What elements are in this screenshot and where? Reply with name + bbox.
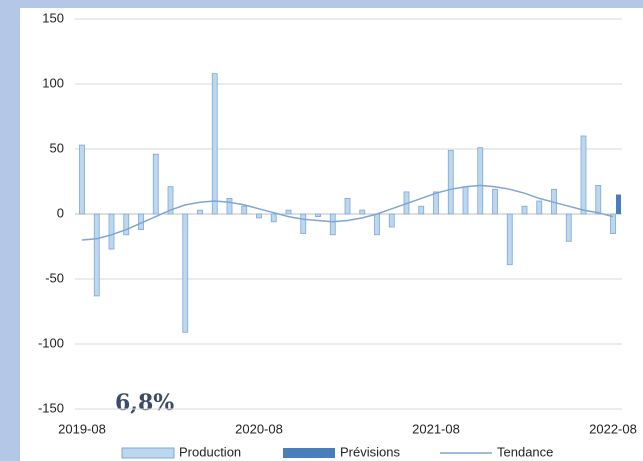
bar: [344, 197, 351, 215]
bar: [226, 197, 233, 215]
bar: [521, 205, 528, 215]
bar: [329, 213, 336, 236]
y-tick-label: 0: [57, 205, 64, 220]
bar: [447, 149, 454, 215]
annotation: 6,8%: [115, 390, 174, 416]
trend-line: [81, 184, 614, 241]
bar: [315, 213, 321, 217]
bar: [595, 184, 602, 215]
bar: [300, 213, 307, 234]
bar: [374, 213, 380, 236]
legend-label: Prévisions: [340, 444, 400, 459]
y-tick-label: 100: [42, 75, 64, 90]
bar: [108, 213, 115, 250]
y-tick-label: 50: [50, 140, 64, 155]
bar: [182, 213, 189, 333]
bar: [506, 213, 513, 266]
bar: [359, 209, 366, 215]
bar: [167, 186, 174, 215]
y-tick-label: -50: [45, 270, 64, 285]
bar: [536, 200, 543, 215]
legend-label: Tendance: [497, 444, 553, 459]
bar: [123, 213, 130, 236]
x-tick-label: 2020-08: [235, 421, 283, 436]
bar: [418, 205, 425, 215]
y-tick-label: 150: [42, 10, 64, 25]
bar: [616, 194, 621, 214]
bar: [388, 213, 395, 228]
legend-swatch: [283, 448, 335, 458]
bar: [211, 73, 218, 215]
bar: [477, 147, 484, 215]
bar: [610, 213, 616, 234]
bar: [433, 191, 439, 215]
bar: [285, 209, 292, 215]
bar: [492, 188, 498, 215]
bar: [256, 213, 262, 219]
x-tick-label: 2021-08: [412, 421, 460, 436]
legend-swatch: [121, 447, 175, 459]
y-tick-label: -100: [38, 335, 64, 350]
bar: [580, 135, 587, 215]
bar: [197, 209, 203, 215]
bar: [79, 144, 85, 215]
x-tick-label: 2019-08: [58, 421, 106, 436]
bar: [565, 213, 572, 242]
bar: [152, 153, 159, 215]
bar: [462, 186, 469, 215]
bar: [93, 213, 100, 297]
y-tick-label: -150: [38, 400, 64, 415]
bar: [270, 213, 277, 223]
x-tick-label: 2022-08: [589, 421, 637, 436]
legend-label: Production: [179, 444, 241, 459]
bar: [241, 205, 248, 215]
